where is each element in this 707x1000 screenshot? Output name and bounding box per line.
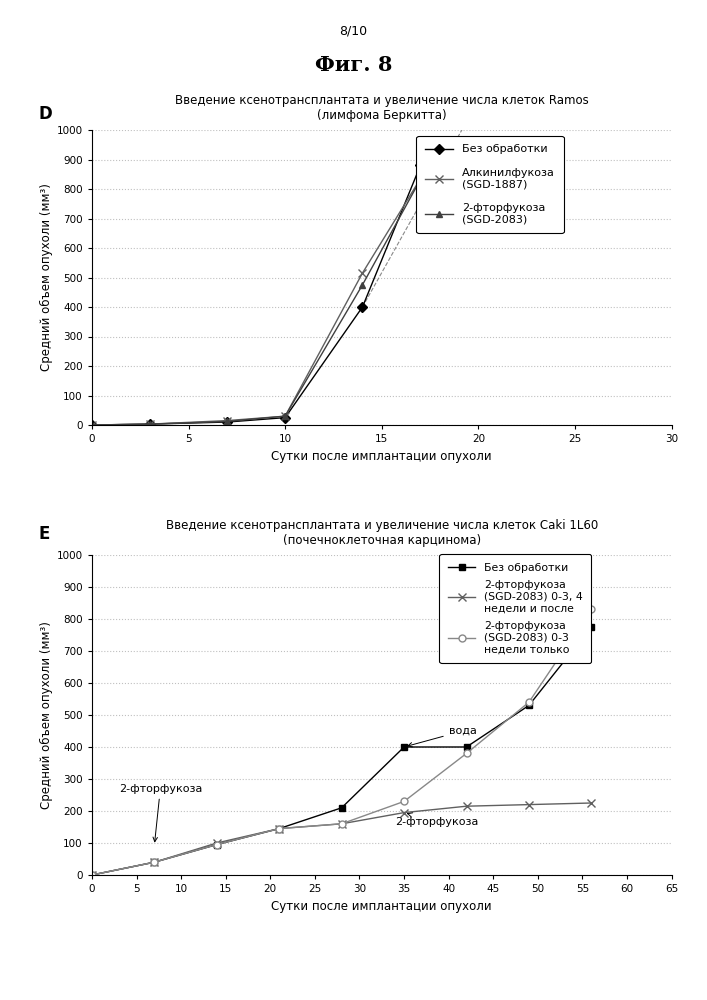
Title: Введение ксенотрансплантата и увеличение числа клеток Ramos
(лимфома Беркитта): Введение ксенотрансплантата и увеличение…: [175, 94, 589, 122]
Text: 2-фторфукоза: 2-фторфукоза: [395, 813, 479, 827]
Y-axis label: Средний объем опухоли (мм³): Средний объем опухоли (мм³): [40, 184, 52, 371]
Text: 8/10: 8/10: [339, 25, 368, 38]
Legend: Без обработки, 2-фторфукоза
(SGD-2083) 0-3, 4
недели и после, 2-фторфукоза
(SGD-: Без обработки, 2-фторфукоза (SGD-2083) 0…: [439, 554, 591, 663]
Text: E: E: [39, 525, 50, 543]
Text: D: D: [39, 105, 52, 123]
Text: Фиг. 8: Фиг. 8: [315, 55, 392, 75]
X-axis label: Сутки после имплантации опухоли: Сутки после имплантации опухоли: [271, 450, 492, 463]
Legend: Без обработки, Алкинилфукоза
(SGD-1887), 2-фторфукоза
(SGD-2083): Без обработки, Алкинилфукоза (SGD-1887),…: [416, 136, 563, 233]
Text: вода: вода: [408, 726, 477, 747]
Y-axis label: Средний объем опухоли (мм³): Средний объем опухоли (мм³): [40, 621, 52, 809]
X-axis label: Сутки после имплантации опухоли: Сутки после имплантации опухоли: [271, 900, 492, 913]
Title: Введение ксенотрансплантата и увеличение числа клеток Caki 1L60
(почечноклеточна: Введение ксенотрансплантата и увеличение…: [165, 519, 598, 547]
Text: 2-фторфукоза: 2-фторфукоза: [119, 784, 202, 842]
